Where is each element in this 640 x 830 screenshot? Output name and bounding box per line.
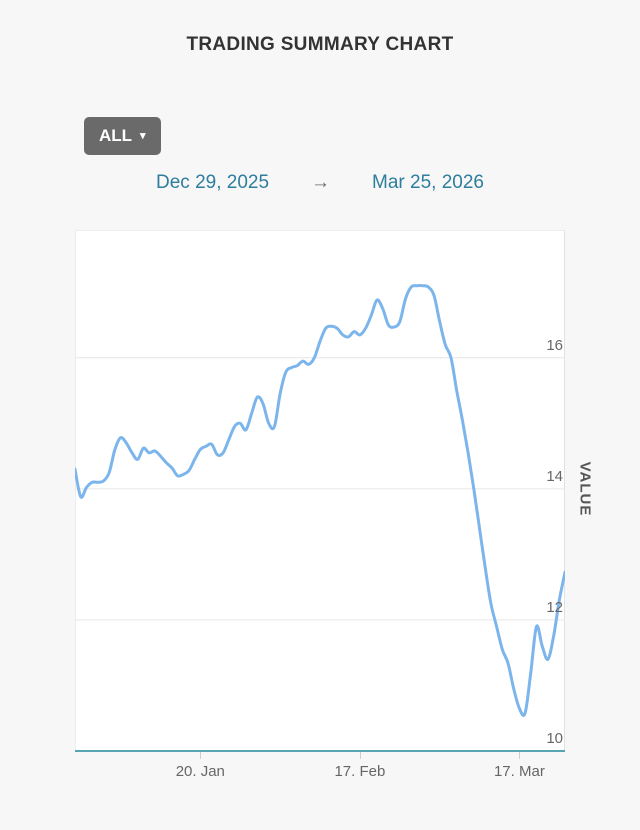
caret-down-icon: ▾ [140, 129, 146, 142]
x-axis-label: 17. Mar [493, 763, 545, 780]
y-axis-label: 14 [546, 467, 563, 485]
y-axis-title: VALUE [576, 461, 594, 517]
x-axis-label: 20. Jan [175, 763, 225, 780]
x-axis-line [75, 750, 565, 752]
x-axis-tick [519, 752, 521, 759]
y-axis-label: 16 [546, 336, 563, 354]
range-dropdown-button[interactable]: ALL ▾ [84, 117, 161, 155]
chart-plot-area [75, 230, 565, 751]
y-axis-label: 12 [546, 598, 563, 616]
x-axis-tick [359, 752, 361, 759]
end-date-link[interactable]: Mar 25, 2026 [372, 172, 484, 193]
start-date-link[interactable]: Dec 29, 2025 [156, 172, 270, 193]
page-title: TRADING SUMMARY CHART [186, 34, 454, 55]
chart-line-svg [75, 284, 565, 717]
x-axis-tick [200, 752, 202, 759]
x-axis-label: 17. Feb [334, 763, 386, 780]
right-arrow-icon: → [311, 172, 331, 193]
date-range: Dec 29, 2025 → Mar 25, 2026 [0, 172, 640, 194]
y-axis-label: 10 [546, 730, 563, 747]
range-dropdown-label: ALL [99, 126, 133, 145]
